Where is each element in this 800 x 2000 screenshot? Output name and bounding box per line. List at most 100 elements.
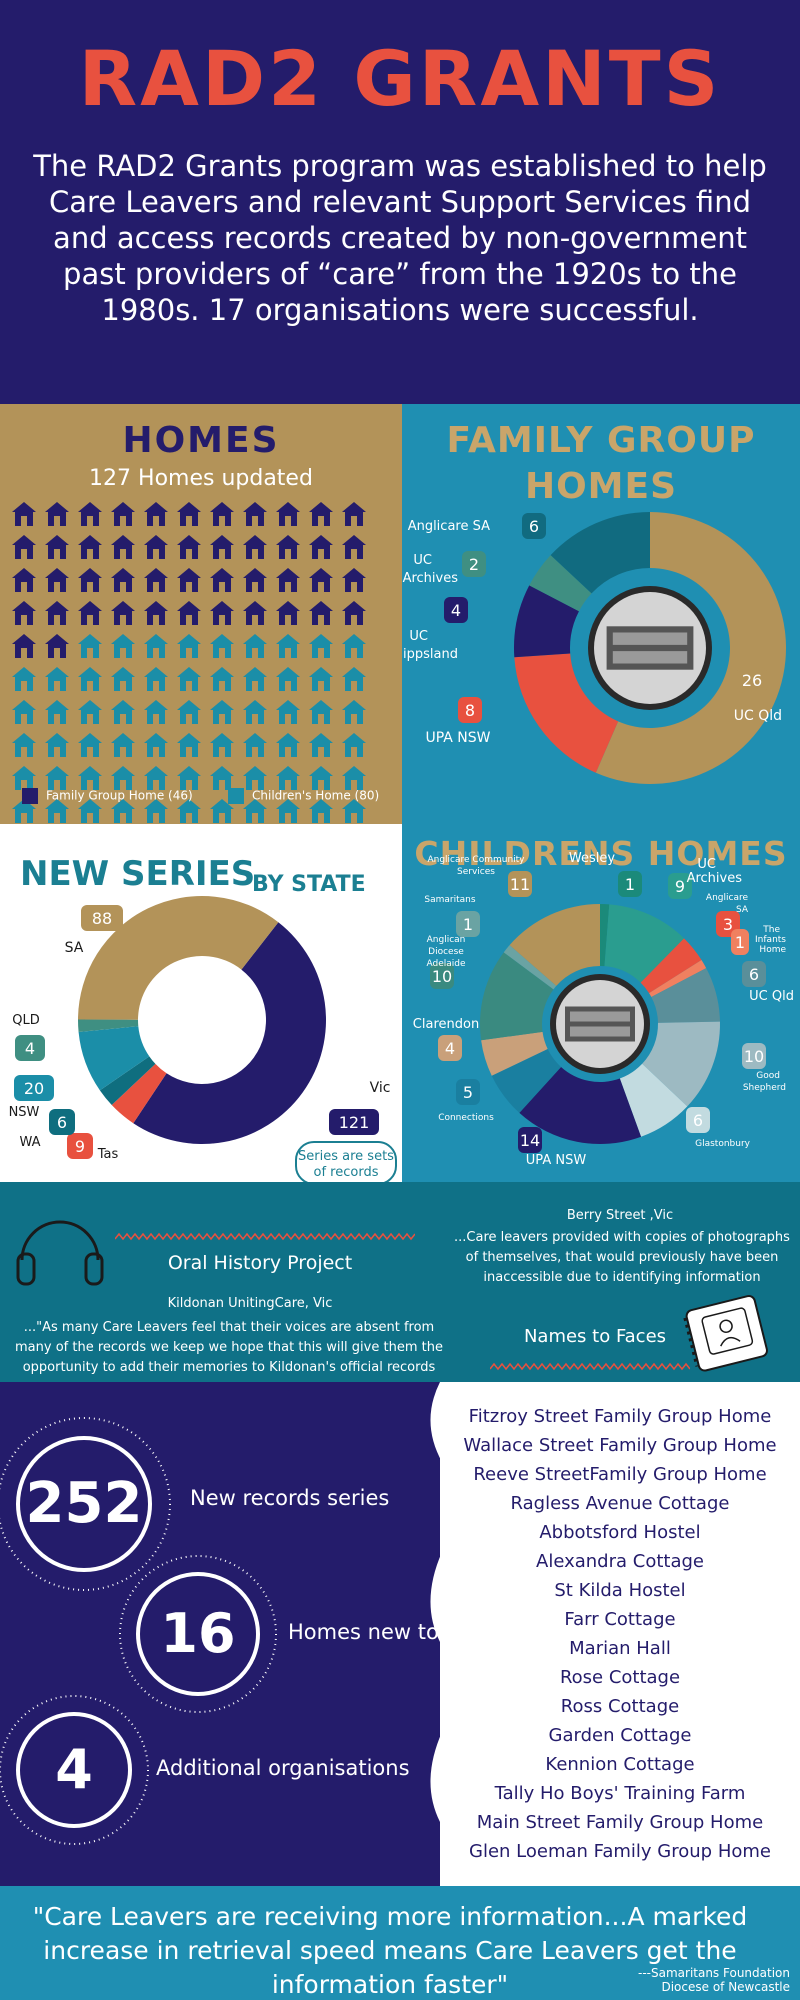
house-icon <box>12 766 36 790</box>
oral-history-org: Kildonan UnitingCare, Vic <box>167 1296 333 1311</box>
note-line2: of records <box>314 1165 379 1180</box>
slice-label-qld: QLD <box>12 1013 40 1028</box>
house-icon <box>177 634 201 658</box>
pie-slice <box>514 585 579 658</box>
value-badge: 4 <box>444 597 468 623</box>
house-icon <box>342 634 366 658</box>
list-item: Tally Ho Boys' Training Farm <box>494 1783 746 1804</box>
house-icon <box>144 799 168 823</box>
house-icon <box>111 502 135 526</box>
data-label: 26 <box>742 671 762 690</box>
legend-swatch-family <box>22 788 38 804</box>
value-badge: 6 <box>742 961 766 987</box>
house-icon <box>144 535 168 559</box>
slice-label: UC <box>697 857 716 872</box>
slice-label-upa-nsw: UPA NSW <box>425 730 490 746</box>
value-badge: 1 <box>618 871 642 897</box>
family-group-homes-title: FAMILY GROUP HOMES <box>402 418 800 510</box>
slice-label: Samaritans <box>424 895 475 905</box>
stats-decor <box>0 1417 277 1845</box>
house-icon <box>342 667 366 691</box>
new-homes-list: Fitzroy Street Family Group Home Wallace … <box>440 1382 800 1886</box>
value-badge: 9 <box>67 1133 93 1159</box>
house-icon <box>243 601 267 625</box>
house-icon <box>342 568 366 592</box>
house-icon <box>309 634 333 658</box>
data-label: 20 <box>24 1079 44 1098</box>
pie-slice <box>519 1066 642 1144</box>
house-icon <box>210 700 234 724</box>
house-icon <box>78 700 102 724</box>
pie-slice <box>604 904 685 983</box>
slice-label-uc-archives-1: UC <box>413 553 432 568</box>
pie-slice <box>529 555 592 612</box>
zigzag-divider <box>115 1232 415 1241</box>
house-icon <box>243 667 267 691</box>
house-icon <box>45 766 69 790</box>
data-label: 1 <box>625 875 635 894</box>
data-label: 4 <box>445 1039 455 1058</box>
house-icon <box>177 700 201 724</box>
house-icon <box>276 568 300 592</box>
new-series-donut: 121 Vic 9 Tas 6 WA 20 NSW 4 QLD 88 SA Series are set… <box>9 896 397 1182</box>
family-group-homes-donut: 26 UC Qld 8 UPA NSW 4 UC Gippsland 2 UC Archives 6… <box>402 512 787 784</box>
value-badge: 4 <box>15 1035 45 1061</box>
slice-label: UC Qld <box>749 989 794 1004</box>
list-item: Garden Cottage <box>548 1725 692 1746</box>
quote-source-line1: ---Samaritans Foundation <box>638 1966 790 1980</box>
slice-label-wa: WA <box>19 1135 40 1150</box>
stat-additional-orgs-number: 4 <box>16 1712 132 1828</box>
data-label: 6 <box>693 1111 703 1130</box>
list-item: Wallace Street Family Group Home <box>463 1435 777 1456</box>
pie-slice <box>78 1019 139 1032</box>
value-badge: 1 <box>456 911 480 937</box>
house-icon <box>111 535 135 559</box>
oral-history-title: Oral History Project <box>167 1252 353 1274</box>
house-icon <box>210 502 234 526</box>
house-icon <box>342 700 366 724</box>
new-homes-list-items: Fitzroy Street Family Group Home Wallace … <box>440 1382 800 1866</box>
house-icon <box>210 799 234 823</box>
slice-label: Diocese <box>428 947 464 957</box>
fgh-title-line2: HOMES <box>524 466 678 507</box>
slice-label: UPA NSW <box>526 1153 587 1168</box>
note-line1: Series are sets <box>298 1149 394 1164</box>
list-item: Abbotsford Hostel <box>539 1522 701 1543</box>
slice-label-anglicare-sa: Anglicare SA <box>408 519 490 534</box>
value-badge: 10 <box>430 963 454 989</box>
slice-label: Wesley <box>569 851 615 866</box>
slice-label-uc-gippsland-1: UC <box>409 629 428 644</box>
house-icon <box>144 601 168 625</box>
names-to-faces-title: Names to Faces <box>523 1326 667 1347</box>
pie-slice <box>78 896 279 1020</box>
house-icon <box>177 502 201 526</box>
data-label: 4 <box>451 601 461 620</box>
house-icon <box>12 799 36 823</box>
house-icon <box>111 634 135 658</box>
house-icon <box>144 733 168 757</box>
house-icon <box>177 733 201 757</box>
value-badge: 5 <box>456 1079 480 1105</box>
data-label: 3 <box>723 915 733 934</box>
house-icon <box>45 568 69 592</box>
slice-label-tas: Tas <box>97 1147 119 1162</box>
house-icon <box>12 535 36 559</box>
legend-swatch-children <box>228 788 244 804</box>
data-label: 4 <box>25 1039 35 1058</box>
value-badge: 6 <box>522 513 546 539</box>
house-icon <box>144 667 168 691</box>
fgh-title-line1: FAMILY GROUP <box>446 420 756 461</box>
pie-slice <box>651 968 720 1023</box>
house-icon <box>45 502 69 526</box>
slice-label-vic: Vic <box>370 1080 391 1096</box>
house-icon <box>12 700 36 724</box>
data-label: 10 <box>744 1047 764 1066</box>
slice-label: Shepherd <box>743 1083 786 1093</box>
list-item: Main Street Family Group Home <box>476 1812 764 1833</box>
value-badge: 11 <box>508 871 532 897</box>
data-label: 1 <box>463 915 473 934</box>
value-badge: 2 <box>462 551 486 577</box>
house-icon <box>111 601 135 625</box>
house-icon <box>12 634 36 658</box>
